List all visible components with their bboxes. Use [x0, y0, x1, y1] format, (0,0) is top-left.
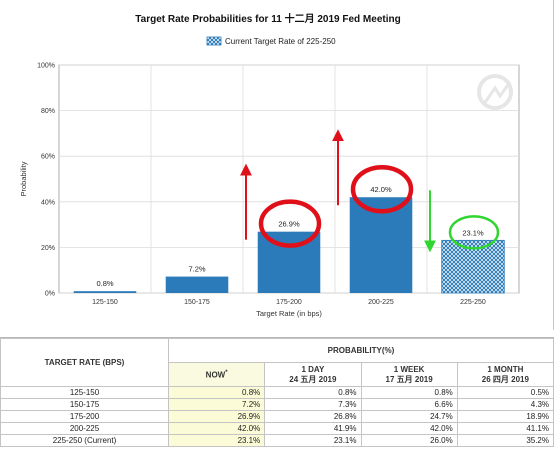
rate-cell: 225-250 (Current) [0, 434, 169, 447]
column-header: 1 DAY 24 五月 2019 [264, 362, 362, 387]
probability-cell: 0.8% [264, 386, 362, 399]
rate-header: TARGET RATE (BPS) [0, 338, 169, 387]
probability-cell: 24.7% [360, 410, 458, 423]
probability-cell: 7.3% [264, 398, 362, 411]
probability-cell: 0.8% [360, 386, 458, 399]
column-header-line2: 26 四月 2019 [481, 374, 529, 384]
bar-value-label: 0.8% [96, 279, 113, 288]
column-header: NOW* [167, 362, 266, 387]
probability-cell: 0.8% [167, 386, 266, 399]
y-tick-label: 100% [37, 63, 55, 70]
probability-cell: 42.0% [167, 422, 266, 435]
column-header-line2: 17 五月 2019 [385, 374, 433, 384]
probability-header: PROBABILITY(%) [168, 338, 554, 363]
probability-cell: 26.8% [264, 410, 362, 423]
y-tick-label: 20% [41, 245, 55, 252]
legend: Current Target Rate of 225-250 [206, 36, 336, 46]
probability-cell: 35.2% [456, 434, 554, 447]
table-row: 150-175 7.2% 7.3% 6.6% 4.3% [0, 398, 554, 411]
y-axis-label: Probability [19, 161, 28, 196]
table-row: 125-150 0.8% 0.8% 0.8% 0.5% [0, 386, 554, 399]
column-header-line1: 1 MONTH [487, 364, 524, 374]
probability-cell: 7.2% [167, 398, 266, 411]
bar-150-175 [165, 276, 229, 293]
probability-cell: 18.9% [456, 410, 554, 423]
annotation-circle-red [258, 199, 322, 248]
probability-table: TARGET RATE (BPS) PROBABILITY(%) NOW* 1 D… [0, 338, 554, 447]
x-tick-label: 200-225 [368, 299, 394, 306]
chart-title: Target Rate Probabilities for 11 十二月 201… [135, 12, 400, 25]
probability-cell: 41.1% [456, 422, 554, 435]
table-row: 225-250 (Current) 23.1% 23.1% 26.0% 35.2% [0, 434, 554, 447]
watermark-logo [477, 74, 513, 110]
probability-cell: 26.0% [360, 434, 458, 447]
bar-chart: Target Rate Probabilities for 11 十二月 201… [19, 12, 520, 318]
annotation-circle-green [448, 215, 500, 250]
rate-cell: 175-200 [0, 410, 169, 423]
column-header-line1: 1 WEEK [393, 364, 425, 374]
column-header: 1 MONTH 26 四月 2019 [456, 362, 554, 387]
x-tick-label: 125-150 [92, 299, 118, 306]
bar-value-label: 7.2% [188, 265, 205, 274]
bar-value-label: 26.9% [278, 220, 300, 229]
probability-cell: 23.1% [264, 434, 362, 447]
bar-value-label: 42.0% [370, 185, 392, 194]
chart-panel: Target Rate Probabilities for 11 十二月 201… [19, 0, 554, 330]
annotation-circle-red [350, 164, 414, 214]
column-header-mark: * [225, 370, 228, 377]
probability-cell: 23.1% [167, 434, 266, 447]
probability-cell: 42.0% [360, 422, 458, 435]
x-tick-label: 225-250 [460, 299, 486, 306]
column-header-line1: 1 DAY [301, 364, 325, 374]
y-tick-label: 40% [41, 199, 55, 206]
column-header: 1 WEEK 17 五月 2019 [360, 362, 458, 387]
rate-cell: 150-175 [0, 398, 169, 411]
rate-cell: 125-150 [0, 386, 169, 399]
x-axis-label: Target Rate (in bps) [256, 309, 322, 318]
probability-cell: 26.9% [167, 410, 266, 423]
table-row: 175-200 26.9% 26.8% 24.7% 18.9% [0, 410, 554, 423]
table-row: 200-225 42.0% 41.9% 42.0% 41.1% [0, 422, 554, 435]
bar-value-label: 23.1% [462, 228, 484, 237]
y-tick-label: 0% [45, 291, 55, 298]
x-tick-label: 175-200 [276, 299, 302, 306]
x-tick-label: 150-175 [184, 299, 210, 306]
y-tick-label: 80% [41, 108, 55, 115]
rate-cell: 200-225 [0, 422, 169, 435]
column-header-line2: 24 五月 2019 [289, 374, 337, 384]
probability-cell: 4.3% [456, 398, 554, 411]
legend-swatch [206, 36, 222, 46]
bar-125-150 [73, 291, 137, 293]
y-tick-label: 60% [41, 154, 55, 161]
probability-table-panel: TARGET RATE (BPS) PROBABILITY(%) NOW* 1 D… [0, 337, 554, 457]
probability-cell: 6.6% [360, 398, 458, 411]
column-header-line1: NOW [205, 370, 226, 380]
probability-cell: 41.9% [264, 422, 362, 435]
probability-cell: 0.5% [456, 386, 554, 399]
legend-label: Current Target Rate of 225-250 [225, 37, 336, 46]
